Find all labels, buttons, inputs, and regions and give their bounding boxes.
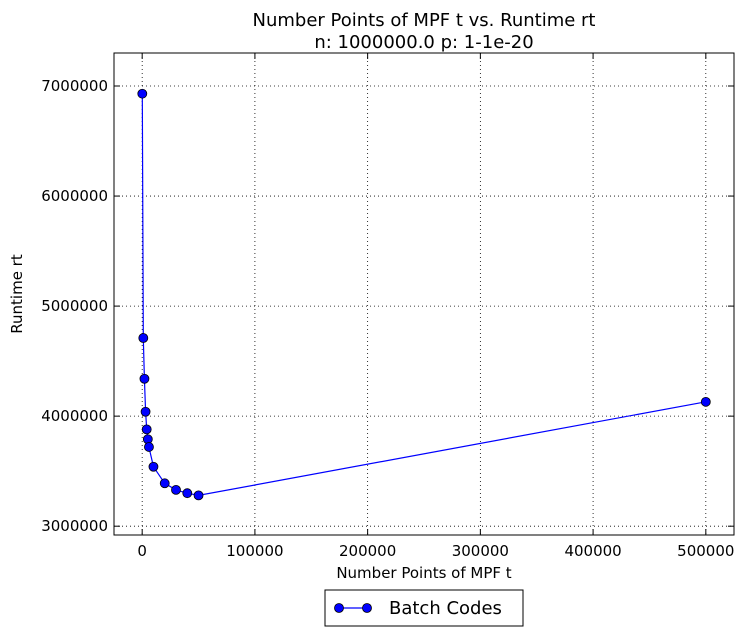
x-axis-label: Number Points of MPF t xyxy=(336,564,511,582)
y-tick-label: 7000000 xyxy=(41,77,108,95)
legend-label: Batch Codes xyxy=(389,598,502,619)
data-point xyxy=(159,478,170,489)
chart-subtitle: n: 1000000.0 p: 1-1e-20 xyxy=(314,32,533,53)
chart-title: Number Points of MPF t vs. Runtime rt xyxy=(253,10,596,31)
plot-frame xyxy=(113,52,735,536)
data-point xyxy=(139,373,150,384)
x-tick-label: 100000 xyxy=(226,542,283,560)
data-point xyxy=(700,396,711,407)
data-point xyxy=(193,490,204,501)
data-point xyxy=(141,424,152,435)
x-tick-label: 0 xyxy=(137,542,147,560)
legend-marker-start xyxy=(334,603,344,613)
data-point xyxy=(138,333,149,343)
y-tick-label: 4000000 xyxy=(41,407,108,425)
data-point xyxy=(148,461,159,472)
series-line xyxy=(141,93,706,497)
y-axis-label: Runtime rt xyxy=(8,254,26,334)
y-tick-label: 5000000 xyxy=(41,297,108,315)
legend: Batch Codes xyxy=(324,589,524,627)
data-point xyxy=(140,406,151,417)
data-point xyxy=(171,484,181,495)
y-tick-label: 6000000 xyxy=(41,187,108,205)
x-tick-label: 200000 xyxy=(339,542,396,560)
x-tick-label: 400000 xyxy=(564,542,621,560)
x-tick-label: 500000 xyxy=(677,542,734,560)
data-point xyxy=(137,88,148,99)
x-tick-label: 300000 xyxy=(452,542,509,560)
data-point xyxy=(144,442,154,452)
data-point xyxy=(182,488,193,499)
legend-marker-end xyxy=(362,603,372,613)
y-tick-label: 3000000 xyxy=(41,517,108,535)
series-layer xyxy=(137,88,711,501)
ticks: 0 100000 200000 300000 400000 500000 3000000 40… xyxy=(41,53,734,560)
grid xyxy=(114,53,734,535)
